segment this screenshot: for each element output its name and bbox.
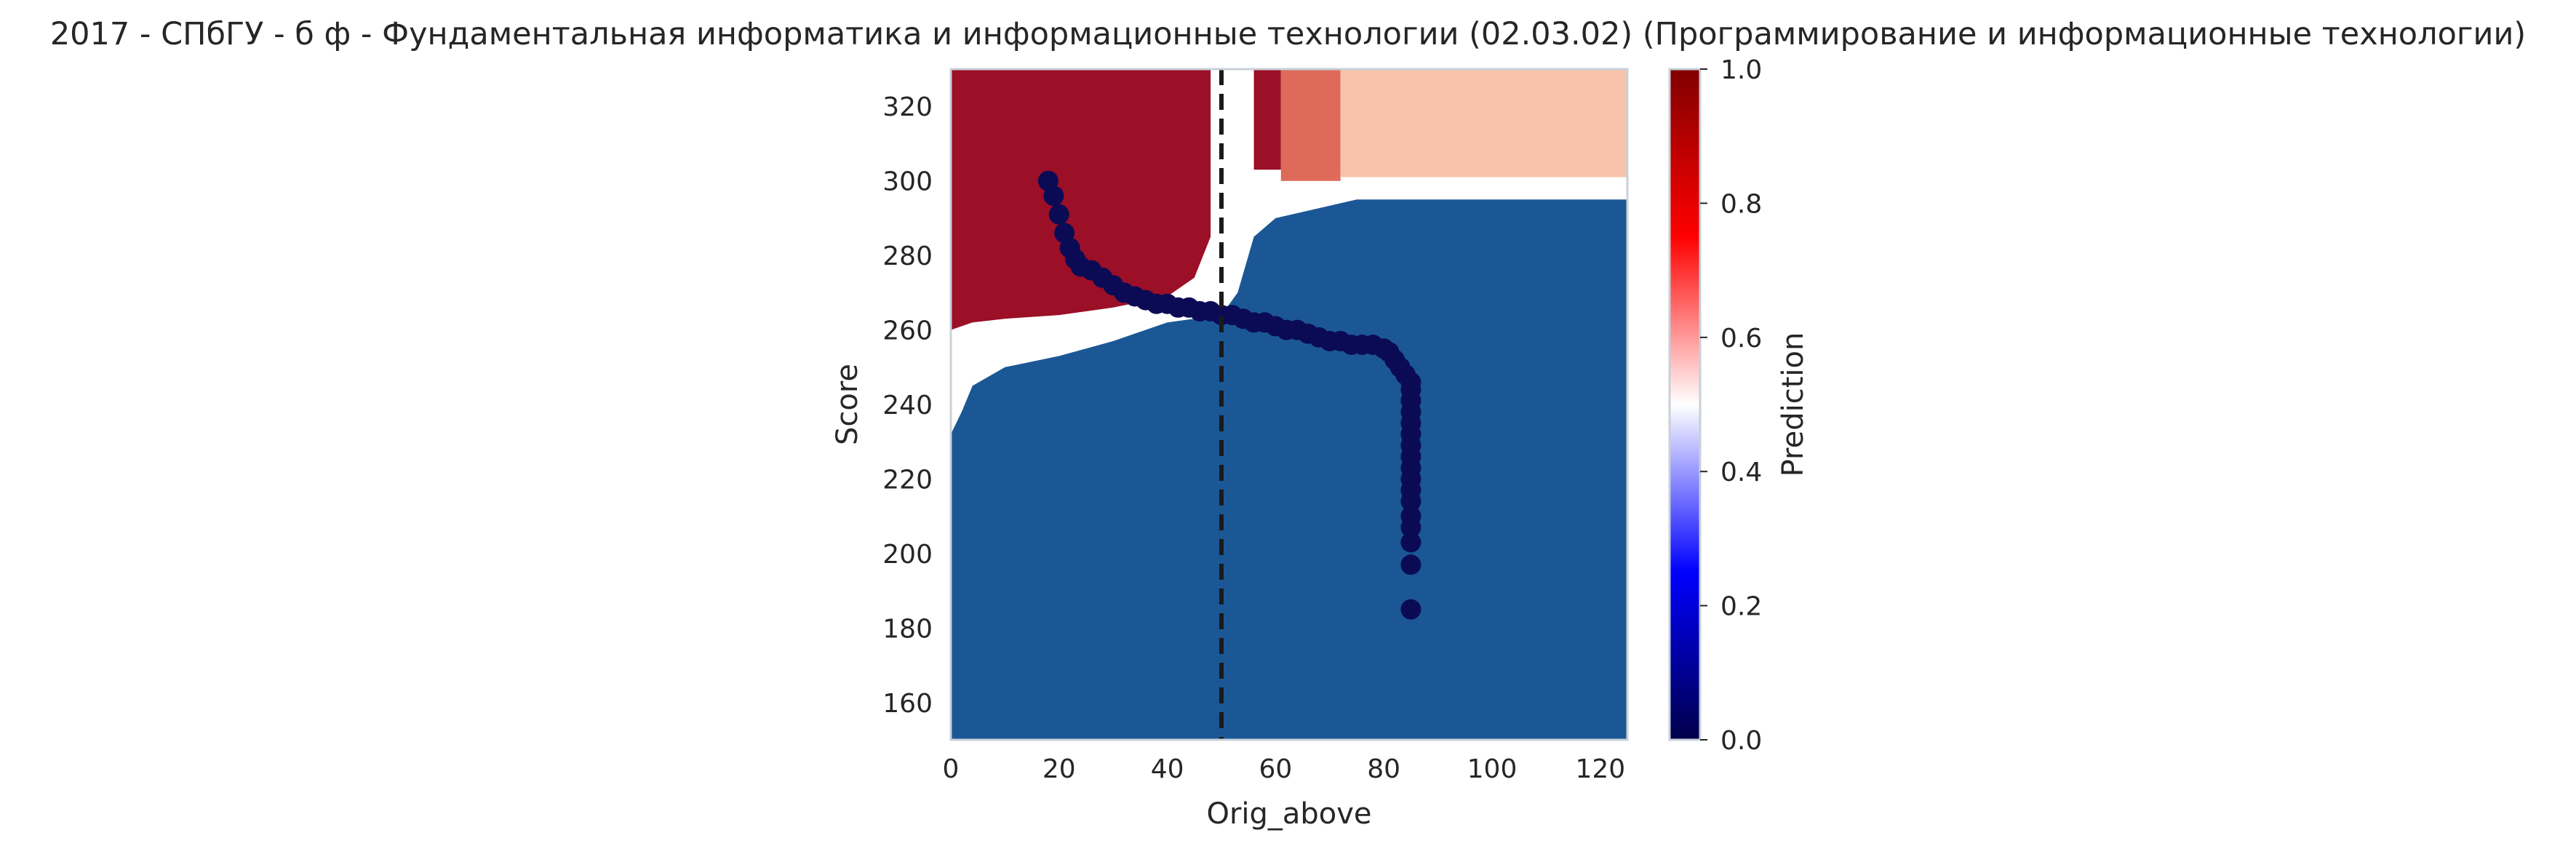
- x-tick-label: 80: [1367, 754, 1400, 784]
- x-tick-label: 120: [1575, 754, 1625, 784]
- colorbar: [1668, 68, 1702, 741]
- x-tick-label: 40: [1151, 754, 1184, 784]
- x-tick-label: 0: [943, 754, 960, 784]
- y-tick-label: 300: [882, 167, 933, 197]
- y-axis-ticks: 160 180 200 220 240 260 280 300 320: [882, 92, 933, 719]
- scatter-point-54: [1400, 554, 1421, 575]
- prediction-region-2: [1253, 69, 1281, 170]
- y-tick-label: 320: [882, 92, 933, 122]
- y-tick-label: 220: [882, 465, 933, 495]
- prediction-region-4: [1340, 69, 1627, 177]
- colorbar-tick-label: 0.8: [1720, 189, 1762, 219]
- prediction-region-1: [951, 69, 1211, 330]
- x-tick-label: 20: [1042, 754, 1076, 784]
- y-tick-label: 180: [882, 614, 933, 644]
- plot-frame: [949, 68, 1629, 741]
- scatter-point-2: [1048, 204, 1069, 225]
- plot-area: [951, 69, 1627, 740]
- chart-title: 2017 - СПбГУ - б ф - Фундаментальная инф…: [49, 16, 2527, 52]
- x-tick-label: 60: [1259, 754, 1292, 784]
- x-tick-label: 100: [1467, 754, 1518, 784]
- colorbar-ticks: 0.0 0.2 0.4 0.6 0.8 1.0: [1700, 55, 1762, 756]
- colorbar-tick-label: 0.0: [1720, 726, 1762, 756]
- scatter-point-50: [1400, 491, 1421, 512]
- y-tick-label: 260: [882, 316, 933, 346]
- x-axis-label: Orig_above: [1206, 797, 1371, 831]
- y-tick-label: 280: [882, 242, 933, 271]
- y-tick-label: 200: [882, 540, 933, 570]
- scatter-point-1: [1043, 185, 1064, 207]
- x-axis-ticks: 0 20 40 60 80 100 120: [943, 754, 1626, 784]
- prediction-region-3: [1280, 69, 1341, 181]
- colorbar-tick-label: 1.0: [1720, 55, 1762, 85]
- y-axis-label: Score: [831, 364, 864, 445]
- y-tick-label: 160: [882, 689, 933, 719]
- colorbar-label: Prediction: [1777, 332, 1810, 477]
- scatter-point-53: [1400, 532, 1421, 553]
- colorbar-tick-label: 0.6: [1720, 324, 1762, 354]
- prediction-region-0: [951, 199, 1627, 740]
- scatter-points: [1037, 170, 1421, 620]
- scatter-point-52: [1400, 517, 1421, 538]
- y-tick-label: 240: [882, 391, 933, 420]
- prediction-regions: [951, 69, 1627, 740]
- scatter-point-55: [1400, 599, 1421, 620]
- colorbar-tick-label: 0.2: [1720, 592, 1762, 622]
- colorbar-tick-label: 0.4: [1720, 458, 1762, 487]
